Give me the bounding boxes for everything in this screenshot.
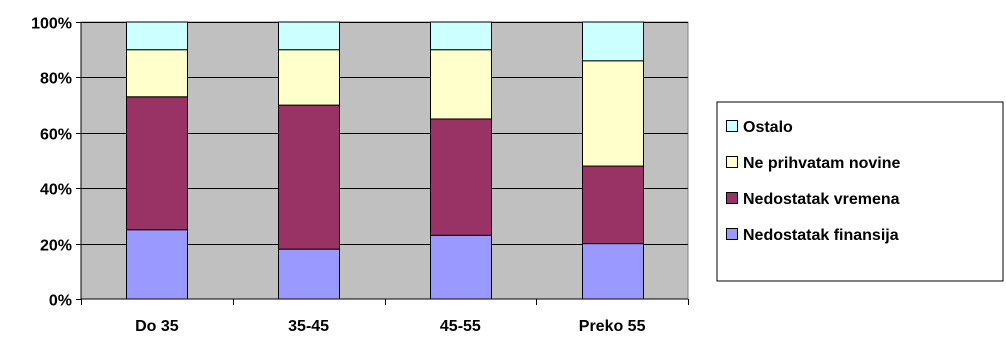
- bar-segment-4-3: [430, 21, 492, 51]
- bar-segment-2-2: [278, 104, 340, 250]
- y-tick-label: 20%: [40, 238, 72, 255]
- legend-swatch: [726, 228, 738, 240]
- legend-label: Ne prihvatam novine: [743, 155, 900, 172]
- bar-segment-1-4: [582, 243, 644, 300]
- bar-segment-4-4: [582, 21, 644, 62]
- bar-segment-2-3: [430, 118, 492, 236]
- bar-segment-3-4: [582, 60, 644, 167]
- y-tick-label: 0%: [49, 293, 72, 310]
- legend-swatch: [726, 120, 738, 132]
- bar-segment-4-2: [278, 21, 340, 51]
- bar-segment-1-3: [430, 234, 492, 300]
- bar-segment-2-1: [126, 96, 188, 231]
- bar-segment-2-4: [582, 165, 644, 245]
- x-axis-ticks: Do 35 35-45 45-55 Preko 55: [81, 299, 689, 335]
- legend-label: Nedostatak vremena: [743, 191, 900, 208]
- bar-segment-3-3: [430, 49, 492, 120]
- x-category-label: Preko 55: [579, 318, 646, 335]
- legend-label: Nedostatak finansija: [743, 227, 899, 244]
- x-category-label: 45-55: [440, 318, 481, 335]
- bar-segment-4-1: [126, 21, 188, 51]
- bar-segment-3-1: [126, 49, 188, 98]
- legend-swatch: [726, 192, 738, 204]
- bars: [126, 21, 644, 300]
- legend-label: Ostalo: [743, 119, 793, 136]
- bar-segment-1-1: [126, 229, 188, 300]
- x-category-label: Do 35: [135, 318, 179, 335]
- y-tick-label: 100%: [31, 16, 72, 33]
- bar-segment-1-2: [278, 248, 340, 300]
- legend-swatch: [726, 156, 738, 168]
- x-category-label: 35-45: [288, 318, 329, 335]
- bar-segment-3-2: [278, 49, 340, 106]
- legend-box: [716, 101, 1004, 282]
- y-tick-label: 40%: [40, 182, 72, 199]
- y-tick-label: 80%: [40, 71, 72, 88]
- y-axis-ticks: 0% 20% 40% 60% 80% 100%: [31, 16, 81, 310]
- y-tick-label: 60%: [40, 127, 72, 144]
- legend: Ostalo Ne prihvatam novine Nedostatak vrem…: [716, 101, 1004, 282]
- axes: [80, 22, 688, 300]
